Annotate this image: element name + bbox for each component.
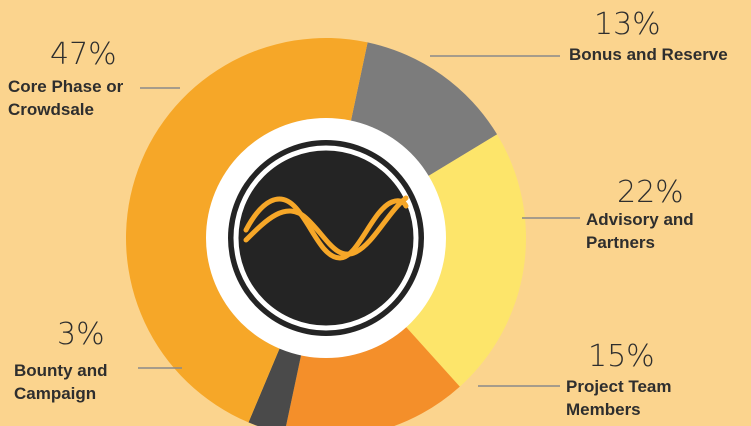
donut-slice-bounty bbox=[248, 346, 302, 426]
slice-label-advisory: Advisory and Partners bbox=[586, 210, 694, 252]
center-icon bbox=[206, 118, 446, 358]
leader-lines bbox=[138, 55, 580, 387]
slice-label-bounty: Bounty and Campaign bbox=[14, 361, 108, 403]
sine-wave-icon bbox=[243, 195, 409, 261]
slice-label-bonus: Bonus and Reserve bbox=[569, 45, 728, 64]
slice-percent-bonus: 13% bbox=[594, 7, 661, 42]
slice-label-core: Core Phase or Crowdsale bbox=[8, 77, 124, 119]
slice-label-team: Project Team Members bbox=[566, 377, 672, 419]
slice-percent-bounty: 3% bbox=[57, 317, 105, 352]
donut-slice-team bbox=[286, 325, 460, 426]
slice-percent-core: 47% bbox=[50, 37, 117, 72]
slice-percent-team: 15% bbox=[588, 339, 655, 374]
donut-slices bbox=[126, 38, 526, 426]
slice-percent-advisory: 22% bbox=[617, 175, 684, 210]
donut-slice-bonus bbox=[350, 42, 498, 177]
donut-slice-advisory bbox=[404, 134, 526, 387]
donut-slice-core bbox=[126, 38, 368, 423]
